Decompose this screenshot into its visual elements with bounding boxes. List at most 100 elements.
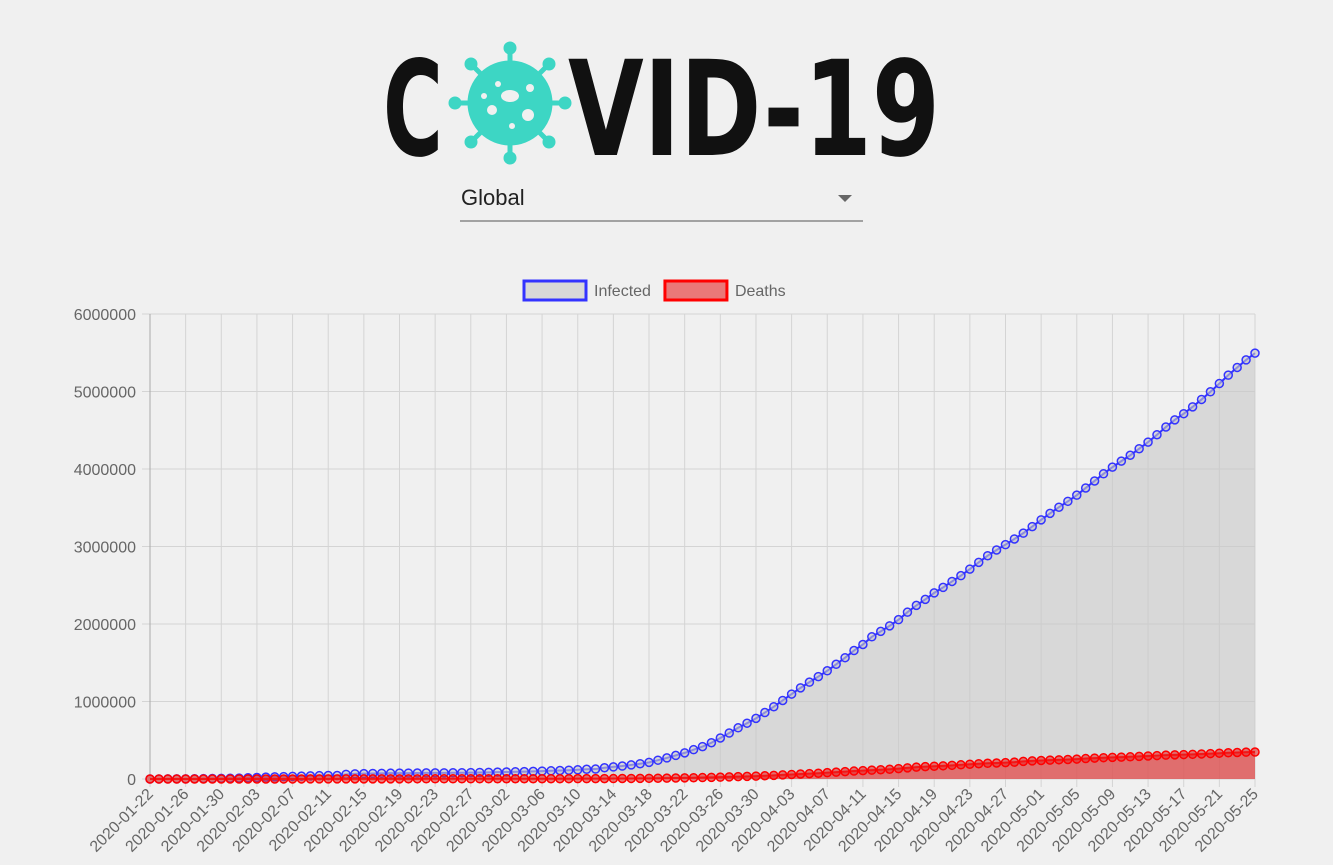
point [902,763,913,773]
point [733,771,743,782]
point [421,774,431,784]
region-select[interactable]: Global [460,185,863,222]
point [1143,437,1153,447]
area [150,752,1255,779]
point [1205,748,1216,759]
y-tick-label: 4000000 [74,462,136,479]
logo-text: VID-19 [568,33,940,187]
point [332,774,342,784]
point [305,774,316,784]
point [1250,747,1260,757]
point [724,728,734,738]
point [1000,757,1011,768]
point [189,774,200,784]
virus-icon [448,41,572,165]
point [831,767,841,777]
point [376,774,387,784]
y-tick-label: 0 [127,772,136,789]
point [564,773,574,784]
point [296,774,307,784]
point [884,621,895,631]
point [626,760,636,770]
point [1152,750,1162,761]
point [715,733,726,743]
point [1196,749,1207,759]
point [715,772,726,782]
point [974,758,984,769]
point [1178,749,1189,760]
point [1009,757,1020,767]
logo: C VID-19 [383,33,940,187]
point [466,774,476,784]
point [1045,755,1055,765]
select-value[interactable]: Global [461,185,525,210]
point [893,614,904,625]
point [688,744,699,755]
point [1152,429,1162,440]
point [777,695,788,706]
point [1178,408,1189,419]
point [777,770,788,780]
point [519,773,530,784]
point [697,772,708,783]
y-tick-label: 1000000 [74,695,136,712]
point [831,659,841,670]
point [207,774,218,784]
point [1170,750,1180,760]
point [581,773,592,784]
point [760,770,770,781]
point [965,759,975,769]
point [751,713,761,724]
point [555,765,565,776]
point [1187,749,1198,760]
point [991,758,1002,768]
point [581,764,592,774]
point [590,773,601,784]
point [982,550,993,561]
point [991,545,1002,555]
point [644,773,654,784]
point [1072,754,1082,764]
point [492,774,503,784]
point [706,772,717,783]
point [706,738,717,748]
point [430,774,440,784]
point [929,588,939,598]
point [938,582,948,593]
dropdown-arrow[interactable] [838,195,852,202]
point [180,774,191,784]
point [171,774,182,784]
point [1223,748,1234,758]
point [662,753,672,763]
point [1125,752,1135,762]
point [742,718,752,728]
point [546,766,556,776]
point [617,761,628,771]
point [1080,483,1091,493]
point [795,683,806,693]
point [1241,747,1251,757]
point [1116,752,1127,762]
logo-text: C [383,33,443,187]
point [1196,394,1207,405]
point [599,762,610,773]
point [252,774,262,784]
point [1063,754,1073,765]
point [225,774,235,784]
point [697,741,708,752]
y-tick-label: 6000000 [74,307,136,324]
point [947,760,957,771]
point [849,645,859,656]
point [884,764,895,774]
point [947,576,957,587]
point [804,677,815,687]
point [1107,462,1118,472]
point [679,773,690,783]
point [1018,756,1029,767]
point [537,766,547,776]
point [1098,752,1109,763]
point [1223,370,1234,380]
y-tick-label: 2000000 [74,617,136,634]
point [974,557,984,568]
